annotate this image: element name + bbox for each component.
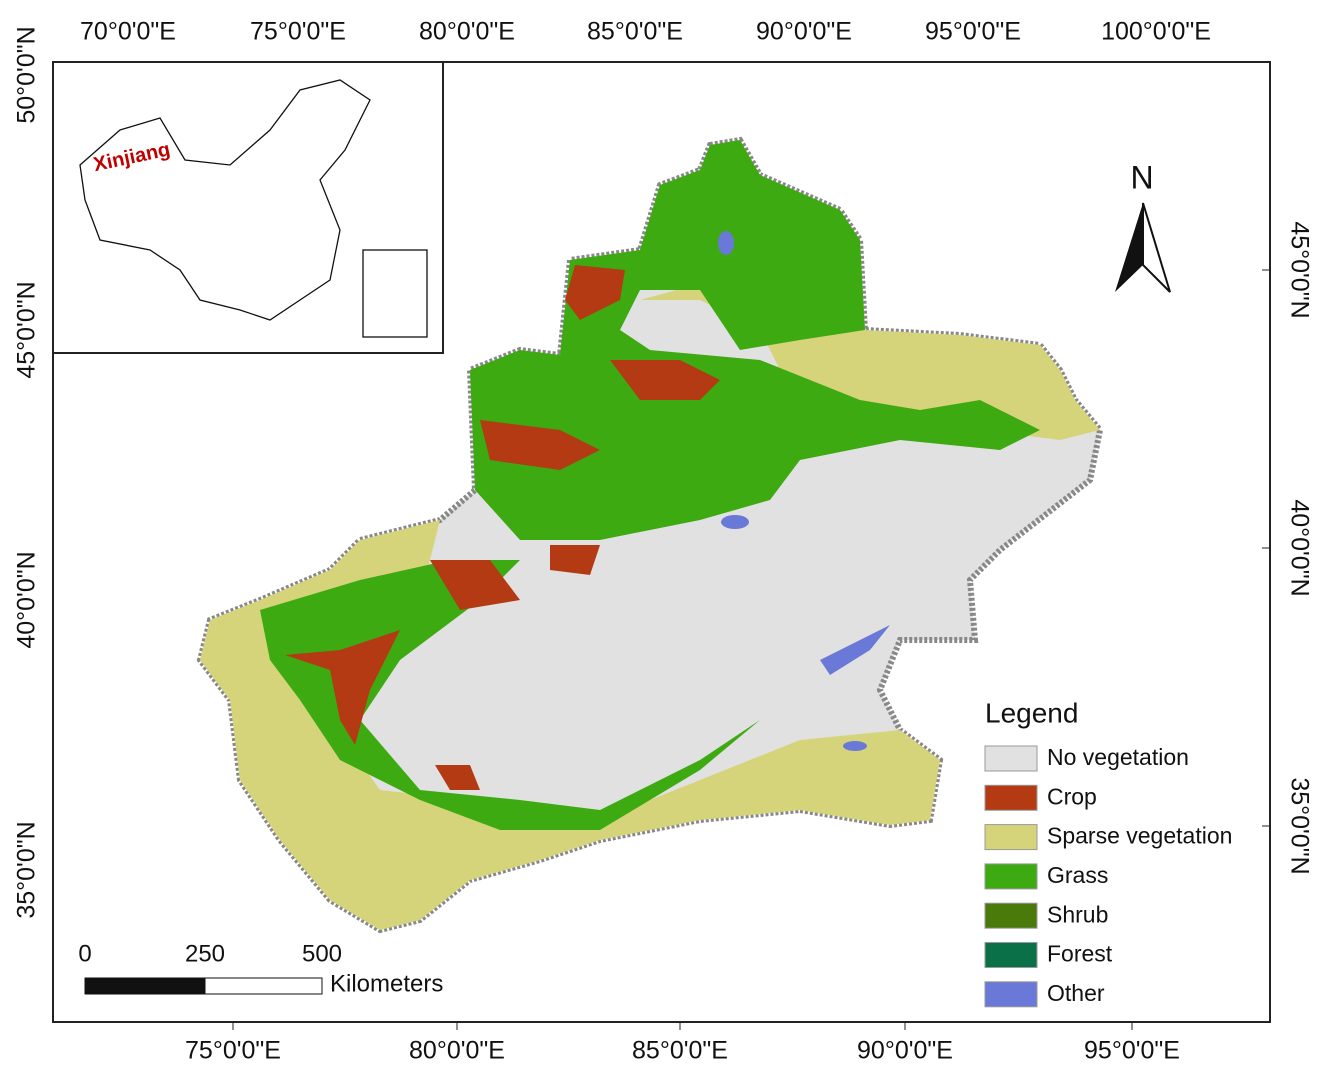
left-axis-label: 50°0'0"N (13, 26, 41, 123)
other (718, 231, 734, 255)
crop (610, 360, 720, 400)
crop (565, 265, 625, 320)
sparse-vegetation (200, 520, 940, 930)
left-axis-label: 40°0'0"N (13, 551, 41, 648)
legend-label: Sparse vegetation (1047, 823, 1232, 849)
legend-swatch (984, 824, 1038, 851)
right-axis-label: 40°0'0"N (1285, 499, 1313, 596)
scale-tick-label: 0 (78, 940, 91, 967)
scale-bar (84, 977, 206, 995)
legend-label: Crop (1047, 783, 1097, 809)
legend-label: Other (1047, 980, 1105, 1006)
crop (430, 560, 520, 610)
right-axis-label: 35°0'0"N (1285, 777, 1313, 874)
top-axis-label: 85°0'0"E (587, 18, 683, 46)
inset-box (362, 249, 428, 338)
scale-tick-label: 500 (302, 940, 342, 967)
china-outline (79, 79, 371, 321)
north-arrow (1142, 202, 1171, 293)
top-axis-label: 95°0'0"E (925, 18, 1021, 46)
crop (435, 765, 480, 790)
bottom-axis-label: 90°0'0"E (857, 1037, 953, 1065)
grass (260, 560, 760, 830)
legend-label: Grass (1047, 862, 1108, 888)
left-axis-label: 35°0'0"N (13, 821, 41, 918)
top-axis-label: 75°0'0"E (250, 18, 346, 46)
other (843, 741, 867, 751)
top-axis-label: 80°0'0"E (419, 18, 515, 46)
right-axis-label: 45°0'0"N (1285, 221, 1313, 318)
left-axis-label: 45°0'0"N (13, 281, 41, 378)
bottom-axis-label: 80°0'0"E (409, 1037, 505, 1065)
bottom-axis-label: 95°0'0"E (1084, 1037, 1180, 1065)
crop (285, 630, 400, 745)
legend-swatch (984, 784, 1038, 811)
legend-title: Legend (985, 697, 1078, 728)
other (721, 515, 749, 529)
legend-label: No vegetation (1047, 744, 1189, 770)
legend-swatch (984, 902, 1038, 929)
legend-swatch (984, 942, 1038, 968)
grass (470, 140, 1040, 540)
north-label: N (1130, 159, 1153, 195)
legend-swatch (984, 745, 1038, 772)
other (820, 625, 890, 675)
scale-unit: Kilometers (330, 970, 443, 997)
bottom-axis-label: 75°0'0"E (185, 1037, 281, 1065)
north-arrow (1115, 203, 1143, 292)
top-axis-label: 90°0'0"E (756, 18, 852, 46)
legend-label: Forest (1047, 941, 1113, 967)
scale-bar (204, 977, 323, 995)
bottom-axis-label: 85°0'0"E (632, 1037, 728, 1065)
legend-label: Shrub (1047, 901, 1108, 927)
legend-swatch (984, 981, 1038, 1008)
crop (480, 420, 600, 470)
legend-swatch (984, 863, 1038, 890)
scale-tick-label: 250 (185, 940, 225, 967)
top-axis-label: 70°0'0"E (80, 18, 176, 46)
crop (550, 545, 600, 575)
top-axis-label: 100°0'0"E (1101, 18, 1211, 46)
inset-frame (52, 61, 444, 354)
